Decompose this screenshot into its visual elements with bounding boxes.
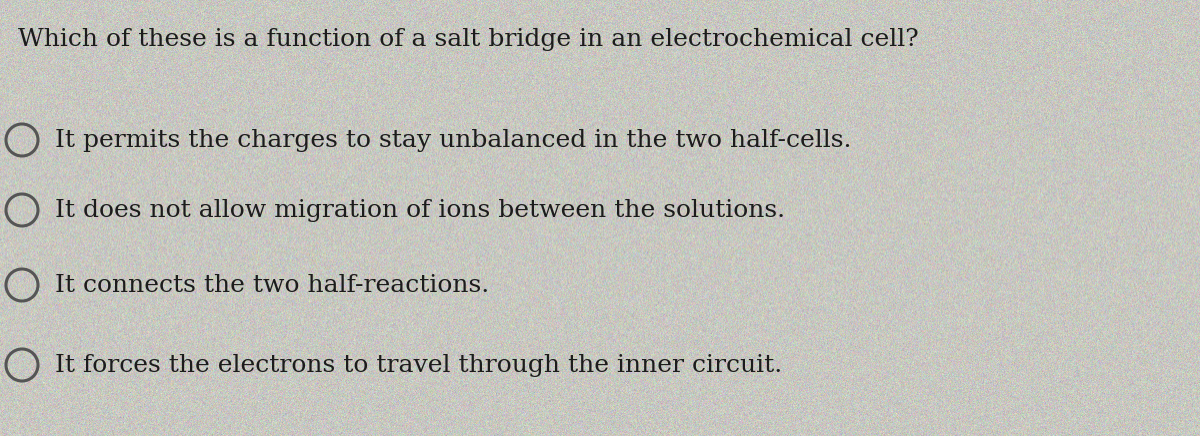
Text: It connects the two half-reactions.: It connects the two half-reactions. bbox=[55, 273, 490, 296]
Text: It does not allow migration of ions between the solutions.: It does not allow migration of ions betw… bbox=[55, 198, 785, 221]
Text: It permits the charges to stay unbalanced in the two half-cells.: It permits the charges to stay unbalance… bbox=[55, 129, 852, 151]
Text: Which of these is a function of a salt bridge in an electrochemical cell?: Which of these is a function of a salt b… bbox=[18, 28, 919, 51]
Text: It forces the electrons to travel through the inner circuit.: It forces the electrons to travel throug… bbox=[55, 354, 782, 377]
